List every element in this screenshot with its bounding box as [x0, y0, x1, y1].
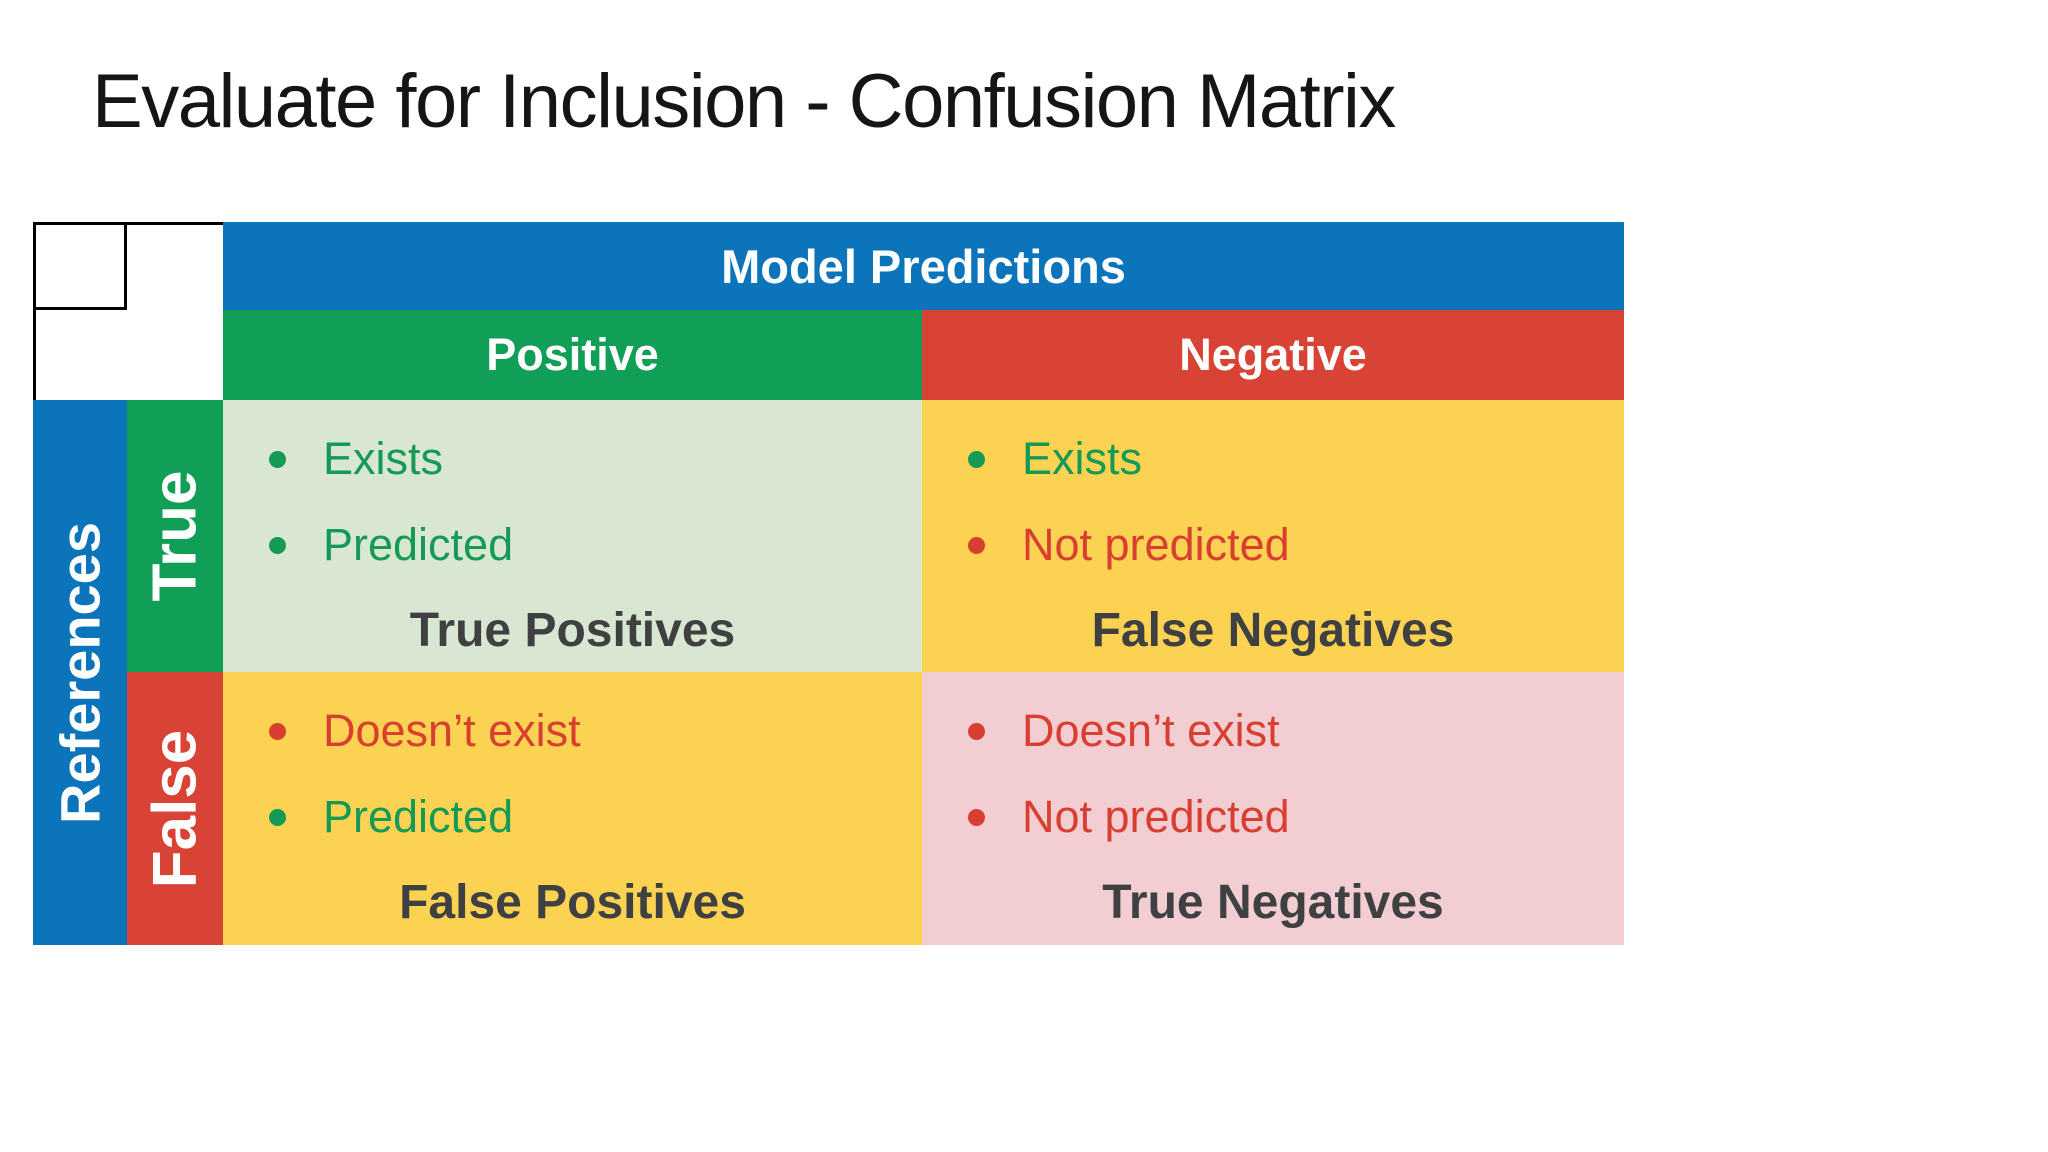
row-group-header-references: References — [33, 400, 127, 945]
list-item: Predicted — [269, 774, 922, 860]
bullet-text: Doesn’t exist — [323, 705, 581, 756]
page-title: Evaluate for Inclusion - Confusion Matri… — [92, 59, 1396, 144]
row-header-true: True — [127, 400, 223, 672]
list-item: Not predicted — [968, 502, 1624, 588]
bullet-list: Exists Predicted — [223, 416, 922, 588]
cell-false-negatives: Exists Not predicted False Negatives — [922, 400, 1624, 672]
corner-inner-cell — [36, 225, 127, 310]
bullet-text: Not predicted — [1022, 519, 1290, 570]
bullet-list: Doesn’t exist Predicted — [223, 688, 922, 860]
bullet-text: Not predicted — [1022, 791, 1290, 842]
column-header-positive: Positive — [223, 310, 922, 400]
bullet-icon — [269, 450, 286, 468]
bullet-icon — [968, 536, 985, 554]
list-item: Exists — [968, 416, 1624, 502]
bullet-icon — [968, 808, 985, 826]
bullet-icon — [968, 722, 985, 740]
list-item: Doesn’t exist — [968, 688, 1624, 774]
list-item: Exists — [269, 416, 922, 502]
bullet-icon — [968, 450, 985, 468]
cell-label-false-negatives: False Negatives — [1091, 604, 1455, 657]
cell-label-true-negatives: True Negatives — [1102, 876, 1444, 929]
column-header-positive-label: Positive — [486, 329, 659, 380]
corner-cell — [33, 222, 223, 400]
bullet-list: Exists Not predicted — [922, 416, 1624, 588]
cell-true-positives: Exists Predicted True Positives — [223, 400, 922, 672]
bullet-text: Doesn’t exist — [1022, 705, 1280, 756]
row-header-true-label: True — [140, 470, 210, 602]
list-item: Not predicted — [968, 774, 1624, 860]
column-header-negative-label: Negative — [1179, 329, 1367, 380]
bullet-text: Exists — [323, 433, 444, 484]
bullet-icon — [269, 722, 286, 740]
list-item: Doesn’t exist — [269, 688, 922, 774]
bullet-text: Exists — [1022, 433, 1143, 484]
column-group-label: Model Predictions — [721, 239, 1126, 293]
bullet-icon — [269, 536, 286, 554]
bullet-text: Predicted — [323, 791, 514, 842]
cell-label-false-positives: False Positives — [399, 876, 746, 929]
column-header-negative: Negative — [922, 310, 1624, 400]
list-item: Predicted — [269, 502, 922, 588]
bullet-icon — [269, 808, 286, 826]
cell-label-true-positives: True Positives — [409, 604, 736, 657]
cell-true-negatives: Doesn’t exist Not predicted True Negativ… — [922, 672, 1624, 945]
bullet-text: Predicted — [323, 519, 514, 570]
row-header-false: False — [127, 672, 223, 945]
row-header-false-label: False — [140, 729, 210, 888]
cell-false-positives: Doesn’t exist Predicted False Positives — [223, 672, 922, 945]
bullet-list: Doesn’t exist Not predicted — [922, 688, 1624, 860]
row-group-label: References — [48, 521, 112, 824]
column-group-header-model-predictions: Model Predictions — [223, 222, 1624, 310]
confusion-matrix-table: Model Predictions Positive Negative Refe… — [33, 222, 1624, 945]
